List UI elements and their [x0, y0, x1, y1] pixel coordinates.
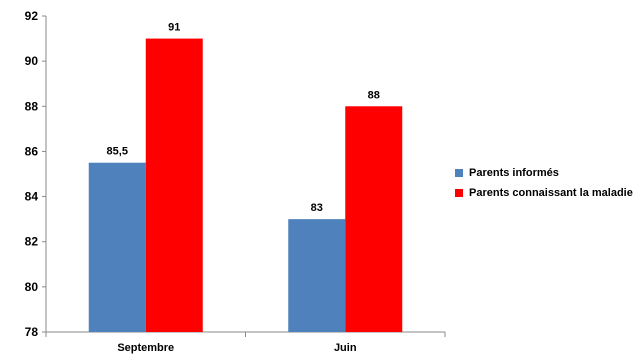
data-label: 91: [168, 22, 180, 34]
legend-item-series-1: Parents informés: [455, 163, 633, 183]
bar-2-septembre: [145, 38, 203, 332]
data-label: 88: [368, 89, 380, 101]
y-tick-label: 78: [25, 325, 39, 339]
legend-swatch-series-2: [455, 189, 463, 197]
data-label: 83: [311, 202, 323, 214]
legend-swatch-series-1: [455, 169, 463, 177]
y-tick-label: 92: [25, 9, 39, 23]
y-tick-label: 84: [25, 190, 39, 204]
y-tick-label: 88: [25, 99, 39, 113]
y-tick-label: 90: [25, 54, 39, 68]
bar-1-juin: [288, 219, 346, 332]
legend: Parents informés Parents connaissant la …: [455, 163, 633, 203]
y-tick-label: 80: [25, 280, 39, 294]
x-category-label: Septembre: [117, 342, 174, 354]
y-tick-label: 86: [25, 144, 39, 158]
legend-item-series-2: Parents connaissant la maladie: [455, 183, 633, 203]
legend-label-series-1: Parents informés: [469, 167, 559, 179]
y-tick-label: 82: [25, 235, 39, 249]
bar-1-septembre: [88, 162, 146, 332]
data-label: 85,5: [107, 146, 128, 158]
x-category-label: Juin: [334, 342, 357, 354]
bar-2-juin: [345, 106, 403, 333]
legend-label-series-2: Parents connaissant la maladie: [469, 187, 633, 199]
